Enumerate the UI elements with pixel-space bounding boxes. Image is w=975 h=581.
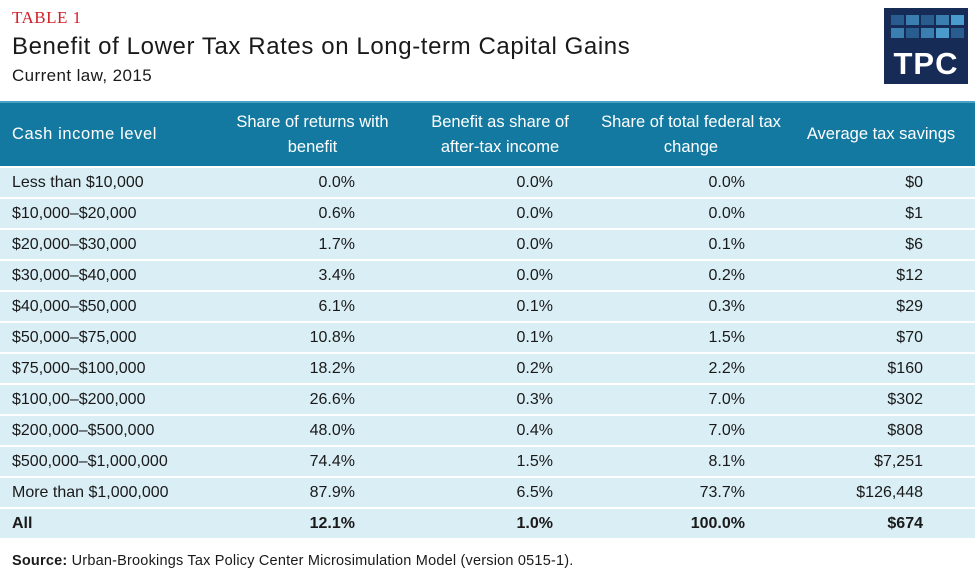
logo-square (906, 15, 919, 25)
table-row: $100,00–$200,00026.6%0.3%7.0%$302 (0, 383, 975, 414)
row-label: $20,000–$30,000 (0, 228, 220, 259)
table-cell: $126,448 (787, 476, 975, 507)
row-label: $200,000–$500,000 (0, 414, 220, 445)
row-label: $40,000–$50,000 (0, 290, 220, 321)
table-cell: $1 (787, 197, 975, 228)
row-label: $75,000–$100,000 (0, 352, 220, 383)
table-cell: 0.0% (595, 166, 787, 197)
table-cell: 7.0% (595, 414, 787, 445)
table-cell: 0.2% (595, 259, 787, 290)
header-row: Cash income levelShare of returns with b… (0, 101, 975, 166)
table-cell: $0 (787, 166, 975, 197)
table-cell: 0.1% (595, 228, 787, 259)
column-header: Benefit as share of after-tax income (405, 101, 595, 166)
table-cell: 1.5% (595, 321, 787, 352)
source-text: Urban-Brookings Tax Policy Center Micros… (67, 553, 573, 569)
row-label: $100,00–$200,000 (0, 383, 220, 414)
table-cell: 0.1% (405, 321, 595, 352)
table-row: $30,000–$40,0003.4%0.0%0.2%$12 (0, 259, 975, 290)
table-cell: 0.0% (405, 228, 595, 259)
table-cell: $70 (787, 321, 975, 352)
table-cell: 10.8% (220, 321, 405, 352)
column-header: Share of total federal tax change (595, 101, 787, 166)
table-label: TABLE 1 (12, 8, 82, 28)
table-cell: $6 (787, 228, 975, 259)
table-row: $75,000–$100,00018.2%0.2%2.2%$160 (0, 352, 975, 383)
row-label: More than $1,000,000 (0, 476, 220, 507)
logo-square (921, 15, 934, 25)
row-label: Less than $10,000 (0, 166, 220, 197)
column-header: Share of returns with benefit (220, 101, 405, 166)
table-cell: 3.4% (220, 259, 405, 290)
table-cell: $302 (787, 383, 975, 414)
logo-square (891, 15, 904, 25)
table-row: $10,000–$20,0000.6%0.0%0.0%$1 (0, 197, 975, 228)
table-cell: 0.0% (405, 197, 595, 228)
table-cell: 2.2% (595, 352, 787, 383)
row-label: $30,000–$40,000 (0, 259, 220, 290)
table-cell: 26.6% (220, 383, 405, 414)
table-cell: 48.0% (220, 414, 405, 445)
table-row: $200,000–$500,00048.0%0.4%7.0%$808 (0, 414, 975, 445)
row-label: $50,000–$75,000 (0, 321, 220, 352)
table-cell: $29 (787, 290, 975, 321)
table-cell: 6.1% (220, 290, 405, 321)
logo-square (936, 28, 949, 38)
logo-text: TPC (884, 46, 968, 82)
logo-square (951, 28, 964, 38)
logo-square (951, 15, 964, 25)
table-cell: 0.4% (405, 414, 595, 445)
row-label: $500,000–$1,000,000 (0, 445, 220, 476)
table-cell: 0.0% (405, 259, 595, 290)
tpc-logo: TPC (884, 8, 968, 84)
table-cell: 0.0% (595, 197, 787, 228)
page-subtitle: Current law, 2015 (12, 66, 152, 86)
table-cell: 87.9% (220, 476, 405, 507)
table-cell: $808 (787, 414, 975, 445)
total-row: All12.1%1.0%100.0%$674 (0, 507, 975, 538)
table-row: More than $1,000,00087.9%6.5%73.7%$126,4… (0, 476, 975, 507)
table-row: $500,000–$1,000,00074.4%1.5%8.1%$7,251 (0, 445, 975, 476)
table-cell: 1.0% (405, 507, 595, 538)
logo-square (921, 28, 934, 38)
table-cell: 0.1% (405, 290, 595, 321)
table-row: Less than $10,0000.0%0.0%0.0%$0 (0, 166, 975, 197)
table-cell: 0.0% (405, 166, 595, 197)
source-label: Source: (12, 553, 67, 569)
logo-square (936, 15, 949, 25)
table-cell: 0.2% (405, 352, 595, 383)
logo-square (891, 28, 904, 38)
table-cell: 0.6% (220, 197, 405, 228)
table-row: $20,000–$30,0001.7%0.0%0.1%$6 (0, 228, 975, 259)
table-cell: 1.7% (220, 228, 405, 259)
table-cell: 0.3% (405, 383, 595, 414)
table-cell: 8.1% (595, 445, 787, 476)
table-cell: $674 (787, 507, 975, 538)
table-cell: 74.4% (220, 445, 405, 476)
table-cell: $160 (787, 352, 975, 383)
table-row: $40,000–$50,0006.1%0.1%0.3%$29 (0, 290, 975, 321)
table-cell: 1.5% (405, 445, 595, 476)
table-cell: 100.0% (595, 507, 787, 538)
column-header: Cash income level (0, 101, 220, 166)
table-cell: $7,251 (787, 445, 975, 476)
column-header: Average tax savings (787, 101, 975, 166)
table-cell: 73.7% (595, 476, 787, 507)
table-cell: 12.1% (220, 507, 405, 538)
data-table: Cash income levelShare of returns with b… (0, 101, 975, 538)
table-cell: 18.2% (220, 352, 405, 383)
table-row: $50,000–$75,00010.8%0.1%1.5%$70 (0, 321, 975, 352)
table-cell: 0.0% (220, 166, 405, 197)
table-cell: 6.5% (405, 476, 595, 507)
page-title: Benefit of Lower Tax Rates on Long-term … (12, 33, 630, 61)
table-cell: 0.3% (595, 290, 787, 321)
table-cell: $12 (787, 259, 975, 290)
logo-square (906, 28, 919, 38)
table-cell: 7.0% (595, 383, 787, 414)
row-label: All (0, 507, 220, 538)
row-label: $10,000–$20,000 (0, 197, 220, 228)
source-note: Source: Urban-Brookings Tax Policy Cente… (12, 553, 574, 569)
